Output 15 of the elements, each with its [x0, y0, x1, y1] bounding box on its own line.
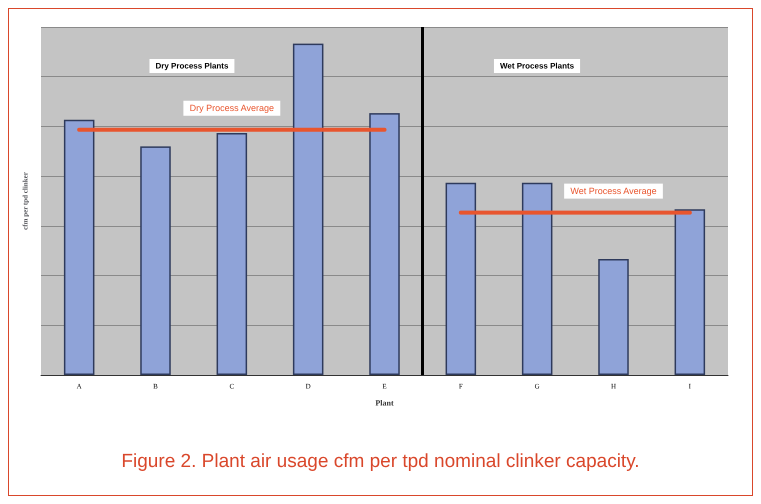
series-label: Wet Process Average [570, 186, 657, 196]
series-label: Dry Process Average [190, 103, 274, 114]
bar [446, 182, 476, 375]
x-axis-title: Plant [375, 398, 394, 408]
bar [598, 259, 629, 375]
bar [140, 146, 171, 375]
bar [522, 182, 552, 375]
annotation: Wet Process Plants [500, 62, 575, 70]
bar [64, 120, 94, 375]
annotation: Dry Process Plants [155, 62, 229, 70]
caption: Figure 2. Plant air usage cfm per tpd nominal clinker capacity. [121, 451, 640, 472]
bar [369, 113, 400, 375]
bar [674, 209, 706, 375]
bar [292, 44, 324, 375]
bar [216, 133, 248, 375]
